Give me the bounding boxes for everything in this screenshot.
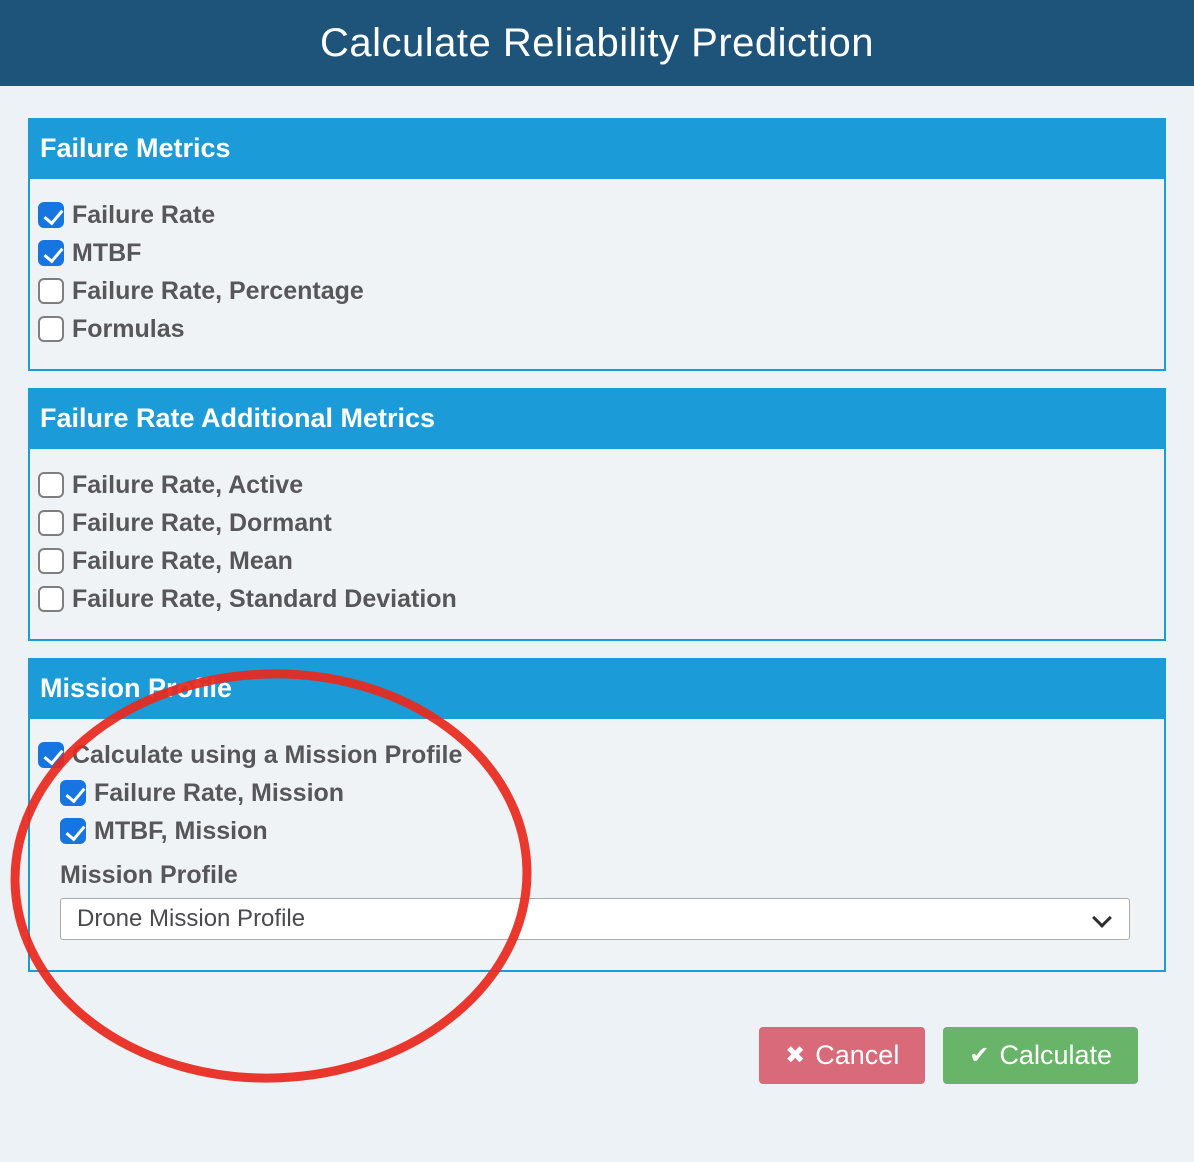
row-mtbf-mission[interactable]: MTBF, Mission	[60, 817, 1154, 845]
section-body: Failure Rate, Active Failure Rate, Dorma…	[30, 449, 1164, 639]
section-header: Failure Rate Additional Metrics	[30, 390, 1164, 449]
row-failure-rate-dormant[interactable]: Failure Rate, Dormant	[38, 509, 1154, 537]
dialog-header: Calculate Reliability Prediction	[0, 0, 1194, 86]
section-body: Calculate using a Mission Profile Failur…	[30, 719, 1164, 970]
row-failure-rate-percentage[interactable]: Failure Rate, Percentage	[38, 277, 1154, 305]
section-header: Mission Profile	[30, 660, 1164, 719]
calculate-button[interactable]: ✔ Calculate	[943, 1027, 1138, 1084]
row-formulas[interactable]: Formulas	[38, 315, 1154, 343]
failure-rate-dormant-checkbox[interactable]	[38, 510, 64, 536]
checkbox-label: Formulas	[72, 314, 185, 343]
row-failure-rate-mission[interactable]: Failure Rate, Mission	[60, 779, 1154, 807]
row-calculate-using-mission-profile[interactable]: Calculate using a Mission Profile	[38, 741, 1154, 769]
checkbox-label: Failure Rate, Mean	[72, 546, 293, 575]
failure-rate-checkbox[interactable]	[38, 202, 64, 228]
checkbox-label: MTBF	[72, 238, 142, 267]
mission-profile-select[interactable]: Drone Mission Profile	[60, 898, 1130, 940]
checkbox-label: Calculate using a Mission Profile	[72, 740, 463, 769]
section-header: Failure Metrics	[30, 120, 1164, 179]
calculate-using-mission-profile-checkbox[interactable]	[38, 742, 64, 768]
dialog-body: Failure Metrics Failure Rate MTBF Failur…	[0, 86, 1194, 1084]
section-failure-metrics: Failure Metrics Failure Rate MTBF Failur…	[28, 118, 1166, 371]
calculate-button-label: Calculate	[999, 1040, 1112, 1070]
checkbox-label: Failure Rate, Standard Deviation	[72, 584, 457, 613]
mtbf-mission-checkbox[interactable]	[60, 818, 86, 844]
dialog-footer: ✖ Cancel ✔ Calculate	[28, 1027, 1166, 1084]
row-failure-rate[interactable]: Failure Rate	[38, 201, 1154, 229]
check-icon: ✔	[969, 1041, 990, 1069]
row-mtbf[interactable]: MTBF	[38, 239, 1154, 267]
checkbox-label: Failure Rate	[72, 200, 216, 229]
checkbox-label: Failure Rate, Mission	[94, 778, 345, 807]
failure-rate-active-checkbox[interactable]	[38, 472, 64, 498]
cancel-button-label: Cancel	[815, 1040, 900, 1070]
failure-rate-percentage-checkbox[interactable]	[38, 278, 64, 304]
failure-rate-standard-deviation-checkbox[interactable]	[38, 586, 64, 612]
mission-profile-select-value: Drone Mission Profile	[77, 905, 306, 932]
checkbox-label: Failure Rate, Dormant	[72, 508, 332, 537]
mission-profile-select-label: Mission Profile	[60, 861, 238, 889]
section-mission-profile: Mission Profile Calculate using a Missio…	[28, 658, 1166, 972]
row-failure-rate-mean[interactable]: Failure Rate, Mean	[38, 547, 1154, 575]
x-icon: ✖	[785, 1041, 806, 1069]
section-body: Failure Rate MTBF Failure Rate, Percenta…	[30, 179, 1164, 369]
failure-rate-mean-checkbox[interactable]	[38, 548, 64, 574]
cancel-button[interactable]: ✖ Cancel	[759, 1027, 926, 1084]
mtbf-checkbox[interactable]	[38, 240, 64, 266]
section-failure-rate-additional-metrics: Failure Rate Additional Metrics Failure …	[28, 388, 1166, 641]
checkbox-label: MTBF, Mission	[94, 816, 268, 845]
chevron-down-icon	[1094, 911, 1109, 926]
row-failure-rate-active[interactable]: Failure Rate, Active	[38, 471, 1154, 499]
formulas-checkbox[interactable]	[38, 316, 64, 342]
checkbox-label: Failure Rate, Active	[72, 470, 304, 499]
failure-rate-mission-checkbox[interactable]	[60, 780, 86, 806]
page-title: Calculate Reliability Prediction	[319, 20, 875, 65]
row-failure-rate-standard-deviation[interactable]: Failure Rate, Standard Deviation	[38, 585, 1154, 613]
checkbox-label: Failure Rate, Percentage	[72, 276, 364, 305]
